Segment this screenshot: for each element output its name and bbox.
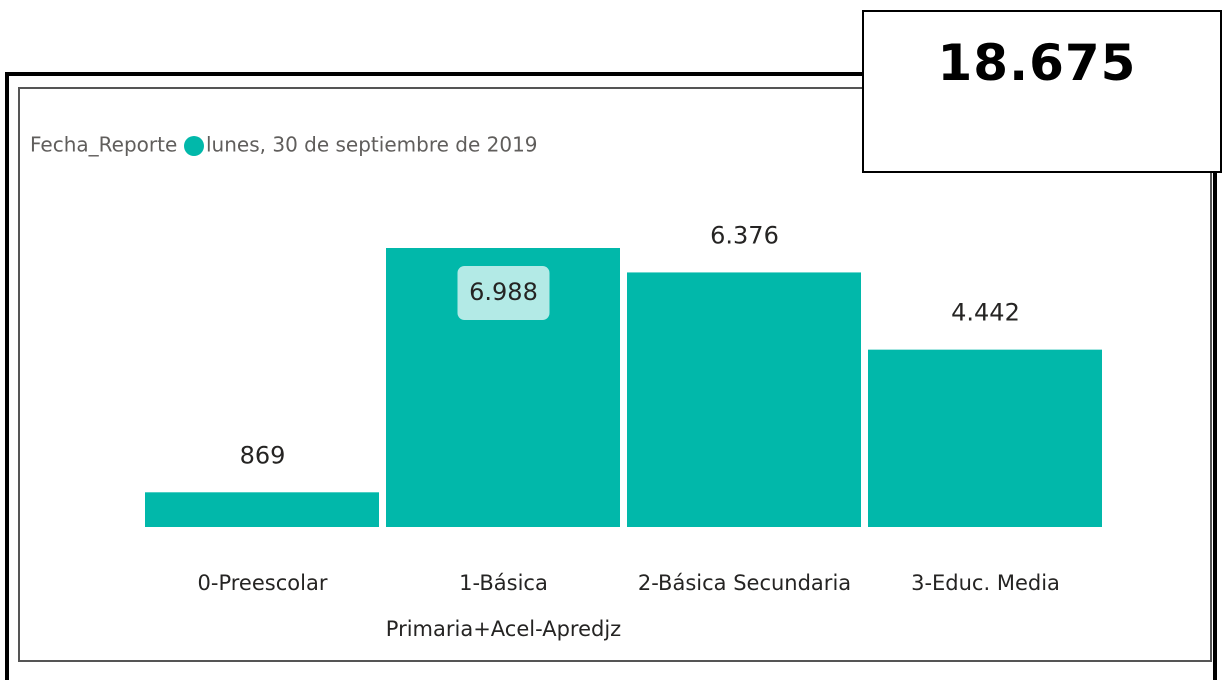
- x-tick-label: 0-Preescolar: [197, 571, 328, 595]
- data-label: 869: [240, 441, 286, 469]
- x-tick-label: 2-Básica Secundaria: [637, 571, 852, 595]
- bar: [627, 272, 861, 527]
- bar: [145, 492, 379, 527]
- x-tick-label: 1-Básica Primaria+Acel-Apredjz: [385, 571, 622, 641]
- legend-title: Fecha_Reporte: [30, 133, 177, 157]
- data-label: 6.988: [469, 278, 538, 306]
- card-value: 18.675: [937, 34, 1137, 92]
- legend-swatch: [184, 136, 204, 156]
- label-highlight: [457, 266, 550, 320]
- x-tick-label: 3-Educ. Media: [911, 571, 1060, 595]
- frame: [5, 72, 1217, 680]
- visual-border: [18, 87, 1212, 662]
- data-label: 6.376: [710, 221, 779, 249]
- data-label: 4.442: [951, 299, 1020, 327]
- bar: [868, 349, 1102, 527]
- legend-label: lunes, 30 de septiembre de 2019: [206, 133, 538, 157]
- card: 18.675: [862, 10, 1222, 173]
